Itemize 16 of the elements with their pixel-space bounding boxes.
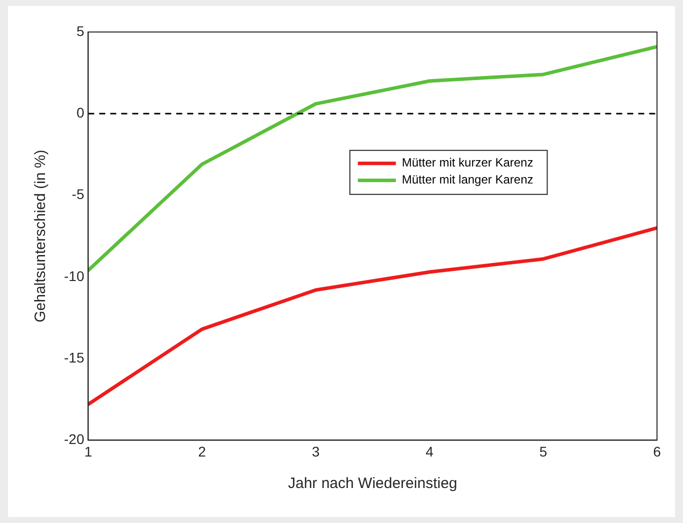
- x-tick-label: 3: [312, 443, 320, 460]
- legend-label: Mütter mit langer Karenz: [402, 172, 534, 187]
- y-tick-label: 0: [76, 104, 84, 120]
- x-tick-label: 5: [539, 443, 548, 460]
- y-axis-title: Gehaltsunterschied (in %): [32, 150, 50, 322]
- x-axis-title: Jahr nach Wiedereinstieg: [288, 475, 458, 492]
- x-tick-label: 2: [198, 443, 206, 460]
- y-tick-label: 5: [76, 22, 84, 39]
- y-tick-label: -10: [64, 268, 84, 284]
- y-tick-label: -20: [64, 431, 84, 448]
- y-tick-label: -15: [64, 349, 84, 366]
- x-tick-label: 6: [653, 443, 662, 460]
- x-tick-label: 1: [84, 443, 92, 460]
- y-tick-label: -5: [72, 186, 84, 202]
- legend-label: Mütter mit kurzer Karenz: [402, 156, 534, 170]
- x-tick-label: 4: [426, 443, 434, 460]
